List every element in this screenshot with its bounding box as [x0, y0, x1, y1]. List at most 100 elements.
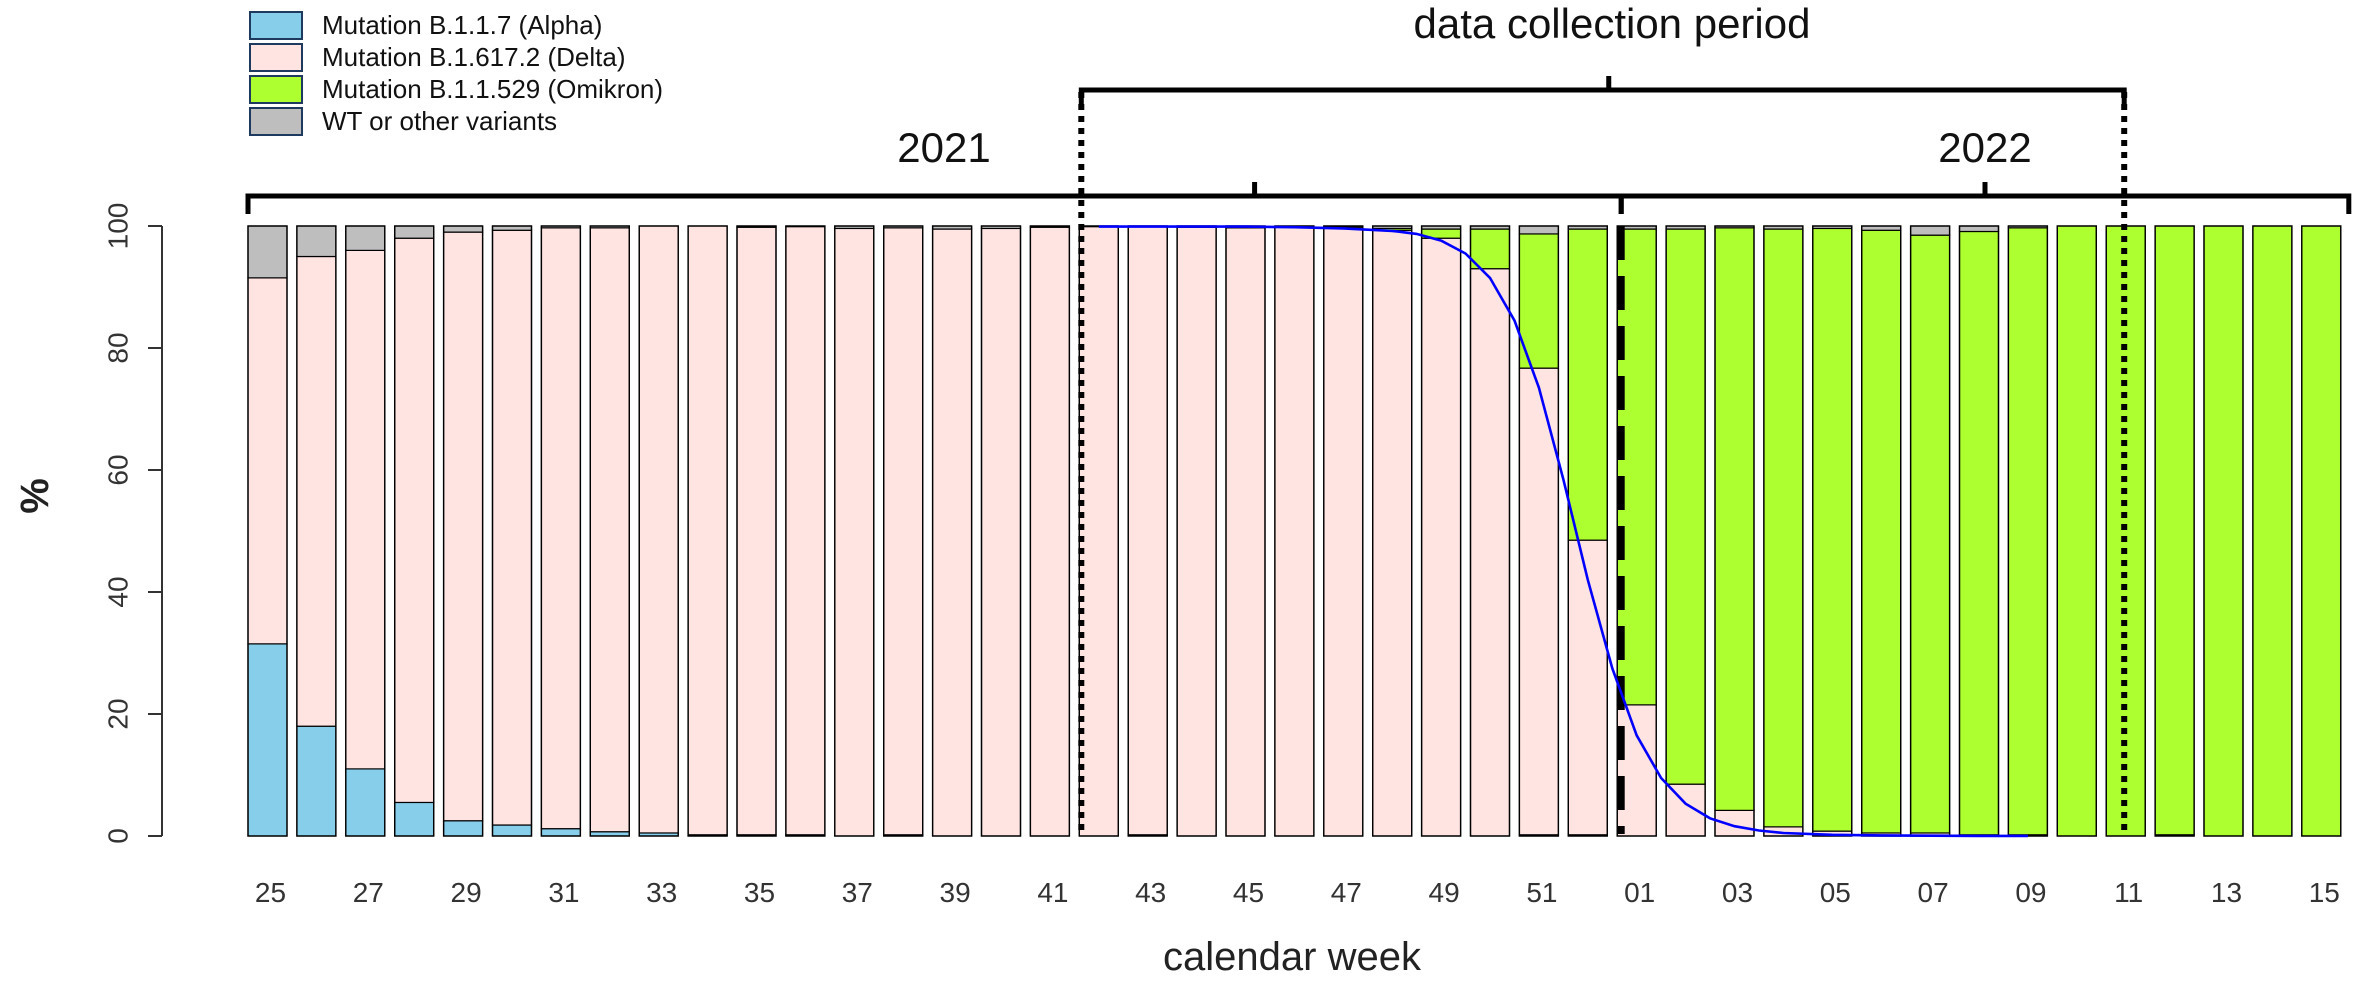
bar-week-07: [1909, 225, 1951, 837]
bar-outline-13: [2203, 225, 2244, 837]
x-tick-label-45: 45: [1233, 877, 1264, 908]
bar-segment-omikron-52: [1567, 228, 1608, 541]
bar-week-05: [1812, 225, 1853, 837]
bar-week-25: [247, 225, 288, 837]
bar-outline-37: [834, 225, 875, 837]
bar-week-03: [1714, 225, 1755, 837]
bar-outline-15: [2301, 225, 2342, 837]
bar-week-13: [2203, 225, 2244, 837]
y-tick-label-80: 80: [102, 332, 133, 363]
bar-outline-29: [442, 225, 484, 837]
legend-item-alpha: Mutation B.1.1.7 (Alpha): [249, 10, 602, 40]
bar-outline-10: [2056, 225, 2098, 837]
bar-week-49: [1420, 225, 1462, 837]
bar-outline-40: [980, 225, 1022, 837]
bar-segment-delta-34: [687, 225, 728, 836]
legend: Mutation B.1.1.7 (Alpha)Mutation B.1.617…: [249, 10, 663, 136]
bar-week-28: [394, 225, 435, 837]
bar-segment-delta-25: [247, 277, 288, 645]
bar-segment-other-28: [394, 225, 435, 239]
legend-swatch: [249, 11, 303, 40]
bar-segment-omikron-04: [1763, 228, 1804, 828]
bar-week-09: [2007, 225, 2049, 837]
bar-week-51: [1518, 225, 1560, 837]
legend-swatch: [249, 43, 303, 72]
bar-segment-alpha-29: [443, 820, 484, 837]
bar-outline-31: [540, 225, 582, 837]
bar-segment-delta-37: [834, 227, 875, 837]
bar-segment-delta-27: [345, 249, 386, 770]
bar-segment-delta-43: [1127, 225, 1168, 836]
x-tick-label-29: 29: [451, 877, 482, 908]
period-label: data collection period: [1414, 0, 1811, 47]
bar-segment-delta-39: [931, 228, 973, 837]
bar-segment-delta-46: [1274, 226, 1315, 837]
legend-item-delta: Mutation B.1.617.2 (Delta): [249, 42, 626, 72]
legend-label: Mutation B.1.1.7 (Alpha): [322, 10, 602, 40]
x-tick-label-11: 11: [2114, 877, 2143, 908]
legend-swatch: [249, 75, 303, 104]
period-braces: 2021 2022 data collection period: [245, 0, 2352, 214]
x-axis-title: calendar week: [1163, 935, 1422, 979]
bar-outline-38: [883, 225, 924, 837]
bar-week-26: [296, 225, 337, 837]
bar-week-27: [345, 225, 386, 837]
y-tick-label-60: 60: [102, 454, 133, 485]
bar-segment-omikron-15: [2301, 225, 2342, 837]
x-tick-label-07: 07: [1918, 877, 1949, 908]
y-axis-title: %: [13, 478, 57, 514]
bar-week-44: [1176, 225, 1217, 837]
bar-outline-14: [2252, 225, 2293, 837]
bar-segment-other-26: [296, 225, 337, 258]
bar-week-52: [1567, 225, 1609, 837]
bar-week-29: [442, 225, 484, 837]
bar-segment-omikron-13: [2203, 225, 2244, 837]
bar-segment-omikron-05: [1812, 227, 1853, 832]
bar-segment-delta-40: [980, 227, 1022, 837]
bar-segment-delta-49: [1420, 237, 1462, 837]
bar-segment-other-25: [247, 225, 288, 279]
bar-outline-04: [1763, 225, 1804, 837]
bar-week-30: [491, 225, 533, 837]
y-tick-label-40: 40: [102, 576, 133, 607]
bar-segment-delta-31: [540, 227, 582, 830]
bar-week-46: [1274, 225, 1315, 837]
bar-segment-delta-42: [1078, 226, 1119, 837]
bar-outline-35: [736, 225, 777, 837]
x-tick-label-25: 25: [255, 877, 286, 908]
x-tick-label-13: 13: [2211, 877, 2242, 908]
bar-outline-33: [638, 225, 679, 837]
bar-outline-39: [931, 225, 973, 837]
bar-week-06: [1860, 225, 1902, 837]
x-tick-label-31: 31: [548, 877, 579, 908]
bar-week-45: [1225, 225, 1266, 837]
bar-segment-alpha-30: [491, 824, 533, 837]
bar-segment-delta-30: [491, 229, 533, 826]
bar-week-50: [1469, 225, 1511, 837]
bar-segment-delta-45: [1225, 227, 1266, 837]
bar-segment-delta-44: [1176, 226, 1217, 837]
bar-outline-51: [1518, 225, 1560, 837]
bar-week-12: [2154, 225, 2195, 837]
y-tick-label-100: 100: [102, 203, 133, 250]
bar-week-32: [589, 225, 630, 837]
bar-week-10: [2056, 225, 2098, 837]
bar-week-43: [1127, 225, 1168, 837]
bar-segment-delta-50: [1469, 268, 1511, 837]
bar-segment-delta-35: [736, 226, 777, 836]
legend-label: Mutation B.1.617.2 (Delta): [322, 42, 626, 72]
x-tick-label-03: 03: [1722, 877, 1753, 908]
bar-segment-delta-52: [1567, 539, 1608, 836]
bar-week-35: [736, 225, 777, 837]
bar-segment-omikron-07: [1909, 234, 1951, 834]
bar-segment-delta-26: [296, 255, 337, 727]
bar-outline-36: [785, 225, 826, 837]
x-tick-label-33: 33: [646, 877, 677, 908]
bar-segment-omikron-10: [2056, 225, 2097, 837]
fitted-curve-layer: [1098, 225, 2028, 838]
bar-outline-12: [2154, 225, 2195, 837]
year-label-2021: 2021: [897, 124, 990, 171]
bar-segment-other-29: [443, 225, 484, 233]
bar-segment-delta-48: [1372, 229, 1413, 837]
axes: 0 20 40 60 80 100: [102, 203, 163, 844]
